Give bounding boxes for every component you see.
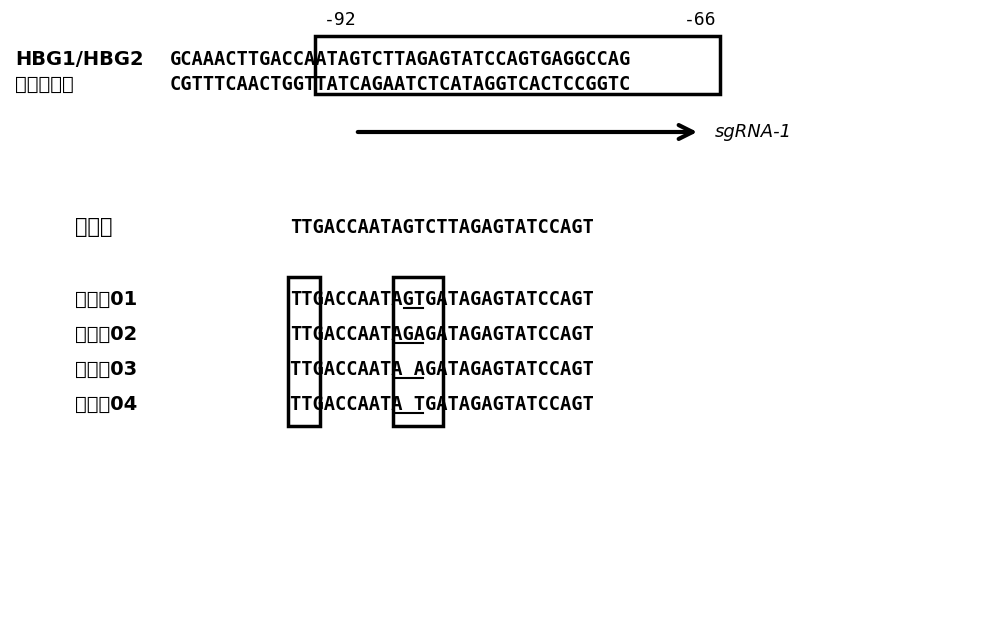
Bar xyxy=(288,277,320,426)
Text: HBG1/HBG2: HBG1/HBG2 xyxy=(15,50,144,69)
Text: 突变型04: 突变型04 xyxy=(75,394,137,413)
Text: TTGACCAATAGAGATAGAGTATCCAGT: TTGACCAATAGAGATAGAGTATCCAGT xyxy=(290,324,594,343)
Text: TTGACCAATA AGATAGAGTATCCAGT: TTGACCAATA AGATAGAGTATCCAGT xyxy=(290,359,594,378)
Text: 突变型03: 突变型03 xyxy=(75,359,137,378)
Text: GCAAACTTGACCAATAGTCTTAGAGTATCCAGTGAGGCCAG: GCAAACTTGACCAATAGTCTTAGAGTATCCAGTGAGGCCA… xyxy=(170,50,631,69)
Text: -66: -66 xyxy=(684,11,716,29)
Text: sgRNA-1: sgRNA-1 xyxy=(715,123,792,141)
Text: 突变型01: 突变型01 xyxy=(75,289,137,308)
Text: TTGACCAATAGTCTTAGAGTATCCAGT: TTGACCAATAGTCTTAGAGTATCCAGT xyxy=(290,217,594,236)
Bar xyxy=(315,36,720,94)
Text: 突变型02: 突变型02 xyxy=(75,324,137,343)
Bar xyxy=(392,277,443,426)
Text: TTGACCAATAGTGATAGAGTATCCAGT: TTGACCAATAGTGATAGAGTATCCAGT xyxy=(290,289,594,308)
Text: 基因启动子: 基因启动子 xyxy=(15,75,74,94)
Text: -92: -92 xyxy=(324,11,356,29)
Text: TTGACCAATA TGATAGAGTATCCAGT: TTGACCAATA TGATAGAGTATCCAGT xyxy=(290,394,594,413)
Text: 野生型: 野生型 xyxy=(75,217,112,237)
Text: CGTTTCAACTGGTTATCAGAATCTCATAGGTCACTCCGGTC: CGTTTCAACTGGTTATCAGAATCTCATAGGTCACTCCGGT… xyxy=(170,75,631,94)
